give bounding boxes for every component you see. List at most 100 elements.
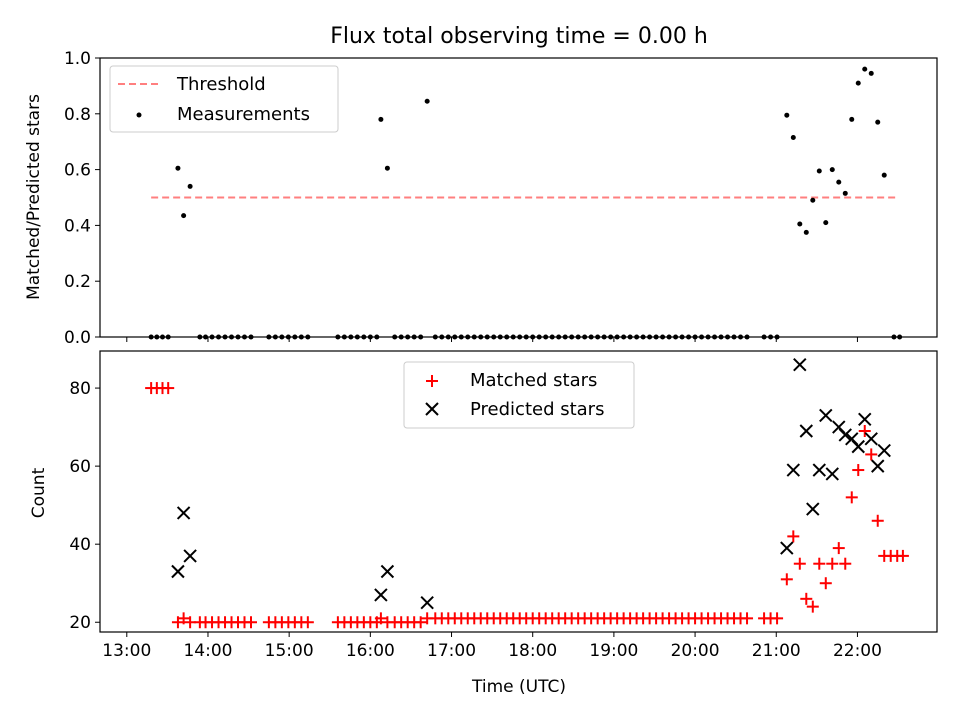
predicted-star-marker bbox=[786, 463, 801, 477]
predicted-star-marker bbox=[851, 439, 865, 454]
predicted-star-marker bbox=[864, 432, 878, 446]
predicted-star-marker bbox=[374, 588, 388, 602]
bottom-y-tick-label: 60 bbox=[69, 457, 91, 477]
top-y-tick-label: 0.0 bbox=[64, 328, 91, 348]
matched-star-marker bbox=[771, 612, 784, 625]
predicted-star-marker bbox=[877, 443, 891, 458]
bottom-y-tick-label: 20 bbox=[69, 613, 91, 633]
predicted-star-marker bbox=[183, 549, 197, 563]
matched-star-marker bbox=[162, 382, 175, 395]
bottom-y-axis-label: Count bbox=[29, 467, 49, 518]
x-tick-label: 17:00 bbox=[427, 641, 476, 661]
matched-star-marker bbox=[780, 573, 793, 586]
bottom-y-tick-label: 80 bbox=[69, 379, 91, 399]
legend-matched-label: Matched stars bbox=[470, 370, 597, 391]
predicted-star-marker bbox=[780, 541, 794, 555]
measurement-point bbox=[816, 168, 822, 174]
measurement-point bbox=[187, 183, 193, 189]
matched-star-marker bbox=[845, 491, 858, 504]
predicted-star-marker bbox=[420, 596, 434, 610]
x-tick-label: 14:00 bbox=[183, 641, 232, 661]
legend-predicted-label: Predicted stars bbox=[470, 399, 604, 420]
top-y-tick-label: 0.8 bbox=[64, 105, 91, 125]
predicted-star-marker bbox=[176, 506, 191, 520]
predicted-star-marker bbox=[812, 463, 826, 477]
predicted-star-marker bbox=[380, 564, 395, 579]
bottom-ticks: 13:00 14:00 15:00 16:00 17:00 18:00 19:00 20:00… bbox=[69, 379, 882, 661]
predicted-star-marker bbox=[171, 564, 185, 579]
top-y-tick-label: 0.2 bbox=[64, 272, 91, 292]
x-tick-label: 15:00 bbox=[265, 641, 314, 661]
measurement-point bbox=[842, 190, 848, 196]
top-ticks: 0.0 0.2 0.4 0.6 0.8 1.0 bbox=[64, 49, 858, 348]
measurement-point bbox=[175, 165, 181, 171]
predicted-star-marker bbox=[799, 424, 814, 438]
measurement-point bbox=[790, 135, 796, 141]
measurement-point bbox=[784, 112, 790, 118]
predicted-star-marker bbox=[858, 412, 872, 427]
measurement-point bbox=[881, 172, 887, 178]
predicted-star-marker bbox=[825, 467, 839, 481]
measurement-point bbox=[797, 221, 803, 227]
top-y-tick-label: 0.4 bbox=[64, 216, 91, 236]
matched-star-marker bbox=[806, 600, 819, 613]
matched-star-marker bbox=[741, 612, 754, 625]
measurement-point bbox=[855, 80, 861, 86]
chart-title: Flux total observing time = 0.00 h bbox=[330, 24, 708, 49]
bottom-y-tick-label: 40 bbox=[69, 535, 91, 555]
top-y-axis-label: Matched/Predicted stars bbox=[24, 94, 44, 300]
measurement-point bbox=[424, 98, 430, 104]
legend-measurements-label: Measurements bbox=[177, 104, 310, 125]
bottom-legend-box bbox=[403, 361, 635, 429]
predicted-star-marker bbox=[871, 459, 885, 473]
bottom-plot-marks bbox=[145, 357, 909, 629]
bottom-axes-frame bbox=[99, 350, 938, 633]
x-tick-label: 20:00 bbox=[671, 641, 720, 661]
measurement-point bbox=[181, 213, 187, 219]
matched-star-marker bbox=[787, 530, 800, 543]
top-legend-box bbox=[109, 65, 339, 133]
legend-measurements-swatch bbox=[136, 112, 142, 118]
top-y-tick-label: 0.6 bbox=[64, 161, 91, 181]
matched-star-marker bbox=[819, 577, 832, 590]
matched-star-marker bbox=[374, 612, 387, 625]
legend-threshold-label: Threshold bbox=[176, 74, 266, 95]
x-tick-label: 19:00 bbox=[589, 641, 638, 661]
measurement-point bbox=[803, 229, 809, 235]
top-axes-frame bbox=[99, 57, 938, 338]
predicted-star-marker bbox=[819, 408, 833, 423]
x-tick-label: 13:00 bbox=[102, 641, 151, 661]
matched-star-marker bbox=[858, 425, 871, 438]
bottom-panel: 13:00 14:00 15:00 16:00 17:00 18:00 19:00 20:00… bbox=[29, 350, 938, 697]
matched-star-marker bbox=[826, 557, 839, 570]
bottom-legend: Matched stars Predicted stars bbox=[403, 361, 635, 429]
matched-star-marker bbox=[871, 514, 884, 527]
top-legend: Threshold Measurements bbox=[109, 65, 339, 133]
matched-star-marker bbox=[414, 616, 427, 629]
matched-star-marker bbox=[896, 549, 909, 562]
top-y-tick-label: 1.0 bbox=[64, 49, 91, 69]
predicted-star-marker bbox=[806, 502, 820, 516]
x-tick-label: 16:00 bbox=[346, 641, 395, 661]
predicted-star-marker bbox=[793, 357, 807, 372]
measurement-point bbox=[384, 165, 390, 171]
measurement-point bbox=[823, 220, 829, 226]
measurement-point bbox=[378, 116, 384, 122]
matched-star-marker bbox=[177, 612, 190, 625]
x-tick-label: 18:00 bbox=[508, 641, 557, 661]
legend-matched-swatch bbox=[426, 375, 438, 387]
measurement-point bbox=[875, 119, 881, 125]
measurement-point bbox=[849, 116, 855, 122]
predicted-star-marker bbox=[838, 428, 852, 442]
measurement-point bbox=[810, 197, 816, 203]
x-tick-label: 21:00 bbox=[752, 641, 801, 661]
matched-star-marker bbox=[245, 616, 258, 629]
matched-star-marker bbox=[793, 557, 806, 570]
top-panel: Flux total observing time = 0.00 h 0.00.… bbox=[24, 24, 938, 348]
measurement-point bbox=[868, 70, 874, 76]
measurement-point bbox=[829, 167, 835, 173]
matched-star-marker bbox=[800, 592, 813, 605]
matched-star-marker bbox=[301, 616, 314, 629]
measurement-point bbox=[836, 179, 842, 185]
